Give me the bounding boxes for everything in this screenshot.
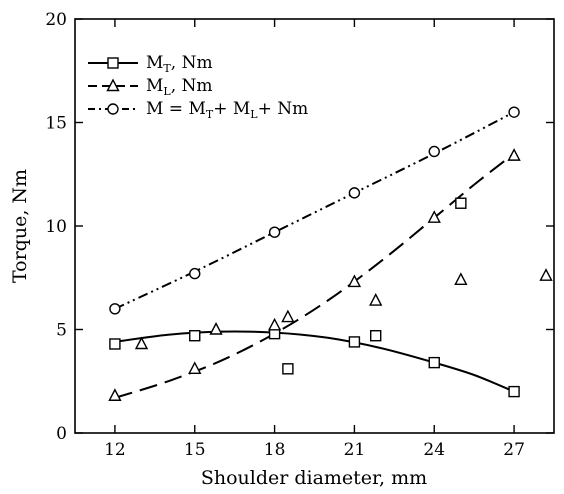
series-2-point (109, 390, 120, 401)
series-3-point (190, 269, 200, 279)
y-axis-label: Torque, Nm (9, 169, 31, 283)
series-1-point (509, 387, 519, 397)
axis-ticks: 12 15 18 21 24 27 0 5 10 15 20 (45, 10, 554, 460)
legend-marker-1 (108, 58, 118, 68)
x-tick-label: 24 (423, 440, 445, 460)
series-2-point (370, 295, 381, 306)
series-2-point (211, 324, 222, 335)
series-2-line (115, 154, 514, 398)
y-tick-label: 15 (45, 114, 67, 134)
legend-label-3: M = MT+ ML+ Nm (146, 99, 308, 121)
legend-label-2: ML, Nm (146, 76, 213, 98)
legend-marker-3 (108, 104, 118, 114)
legend-label-1: MT, Nm (146, 53, 213, 75)
series-3-point (349, 188, 359, 198)
y-tick-label: 20 (45, 10, 67, 30)
series-2-point (541, 270, 552, 281)
series-2-point (455, 274, 466, 285)
series-2-point (282, 311, 293, 322)
data-markers (109, 107, 551, 400)
series-3-point (429, 146, 439, 156)
x-tick-label: 27 (503, 440, 525, 460)
series-1-point (429, 358, 439, 368)
x-axis-label: Shoulder diameter, mm (201, 467, 427, 489)
x-tick-label: 15 (184, 440, 206, 460)
series-1-point (190, 331, 200, 341)
series-3-line (115, 112, 514, 309)
y-tick-label: 10 (45, 217, 67, 237)
x-tick-label: 12 (104, 440, 126, 460)
series-2-point (189, 363, 200, 374)
fit-curves (115, 112, 514, 398)
series-2-point (269, 319, 280, 330)
series-1-line (115, 331, 514, 391)
y-tick-label: 5 (56, 321, 67, 341)
series-2-point (509, 150, 520, 161)
series-3-point (110, 304, 120, 314)
y-tick-label: 0 (56, 424, 67, 444)
series-1-point (349, 337, 359, 347)
series-1-point (456, 198, 466, 208)
series-1-point (283, 364, 293, 374)
series-3-point (509, 107, 519, 117)
x-tick-label: 18 (264, 440, 286, 460)
x-tick-label: 21 (344, 440, 366, 460)
series-1-point (371, 331, 381, 341)
series-3-point (270, 227, 280, 237)
series-1-point (110, 339, 120, 349)
